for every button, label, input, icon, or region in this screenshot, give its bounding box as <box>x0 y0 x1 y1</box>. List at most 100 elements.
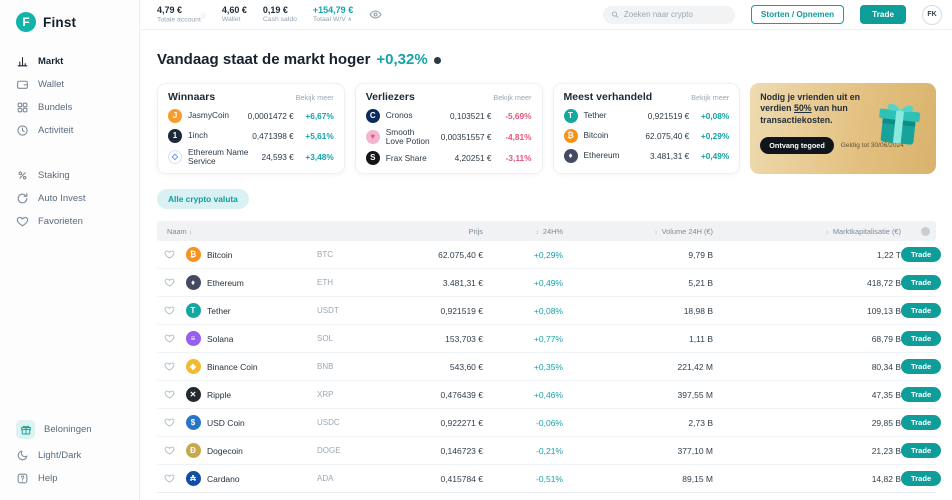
favorite-heart-icon[interactable] <box>157 473 181 484</box>
row-trade-button[interactable]: Trade <box>901 471 942 487</box>
coin-name: Cronos <box>385 110 413 121</box>
receive-credit-button[interactable]: Ontvang tegoed <box>760 137 834 155</box>
coin-name: Ethereum Name Service <box>188 147 249 166</box>
search-input[interactable] <box>623 10 727 19</box>
sidebar: F Finst Markt Wallet Bundels Activiteit Stak… <box>0 0 140 500</box>
finst-logo[interactable]: F Finst <box>0 0 139 42</box>
market-change-info-icon[interactable] <box>433 57 441 64</box>
brand-name: Finst <box>43 14 77 30</box>
coin-name: Ethereum <box>207 277 244 288</box>
sidebar-item-auto-invest[interactable]: Auto Invest <box>0 187 139 210</box>
eye-icon[interactable] <box>369 8 382 21</box>
column-header-volume[interactable]: ↕ Volume 24H (€) <box>654 226 713 236</box>
panel-coin-row[interactable]: S Frax Share 4,20251 € -3,11% <box>365 150 532 165</box>
trade-cell: Trade <box>901 471 945 487</box>
panel-coin-row[interactable]: ♦ Ethereum 3.481,31 € +0,49% <box>563 148 730 163</box>
column-header-24h[interactable]: ↕ 24H% <box>535 226 563 236</box>
row-trade-button[interactable]: Trade <box>901 247 942 263</box>
favorite-heart-icon[interactable] <box>157 389 181 400</box>
coin-price: 0,0001472 € <box>247 110 294 121</box>
coin-market-cap: 29,85 B <box>871 417 901 428</box>
trade-button[interactable]: Trade <box>860 5 906 24</box>
coin-market-cap: 14,82 B <box>871 473 901 484</box>
table-row-solana[interactable]: ≡ Solana SOL 153,703 € +0,77% 1,11 B 68,79 B Tr… <box>157 325 942 354</box>
coin-change-24h: -0,21% <box>536 445 563 456</box>
column-header-marktkapitalisatie[interactable]: ↕ Marktkapitalisatie (€) <box>825 226 902 236</box>
coin-change: +3,48% <box>305 151 334 162</box>
table-row-tether[interactable]: T Tether USDT 0,921519 € +0,08% 18,98 B 109,13… <box>157 297 942 326</box>
row-trade-button[interactable]: Trade <box>901 387 942 403</box>
panel-see-more-link[interactable]: Bekijk meer <box>295 93 334 102</box>
panel-see-more-link[interactable]: Bekijk meer <box>691 93 730 102</box>
coin-price: 3.481,31 € <box>650 150 690 161</box>
coin-name: Ethereum <box>583 150 620 161</box>
finst-logo-icon: F <box>16 12 36 32</box>
coin-ticker: ADA <box>317 474 334 484</box>
sidebar-item-activiteit[interactable]: Activiteit <box>0 119 139 142</box>
table-row-ripple[interactable]: ✕ Ripple XRP 0,476439 € +0,46% 397,55 M 47,35 … <box>157 381 942 410</box>
sidebar-item-staking[interactable]: Staking <box>0 164 139 187</box>
panel-coin-row[interactable]: J JasmyCoin 0,0001472 € +6,67% <box>168 108 334 123</box>
sidebar-item-favorieten[interactable]: Favorieten <box>0 210 139 233</box>
ethereum-coin-icon: ♦ <box>185 275 201 291</box>
row-trade-button[interactable]: Trade <box>901 359 942 375</box>
favorite-heart-icon[interactable] <box>157 277 181 288</box>
avatar[interactable]: FK <box>922 4 942 25</box>
sidebar-item-light-dark[interactable]: Light/Dark <box>0 444 139 467</box>
coin-icon-cell: $ <box>181 415 205 431</box>
table-row-ethereum[interactable]: ♦ Ethereum ETH 3.481,31 € +0,49% 5,21 B 418,72… <box>157 269 942 298</box>
table-row-usd-coin[interactable]: $ USD Coin USDC 0,922271 € -0,06% 2,73 B 29,85… <box>157 409 942 438</box>
table-row-dogecoin[interactable]: Ð Dogecoin DOGE 0,146723 € -0,21% 377,10 M 21,… <box>157 437 942 466</box>
row-trade-button[interactable]: Trade <box>901 331 942 347</box>
sidebar-item-bundels[interactable]: Bundels <box>0 96 139 119</box>
sort-icon: ↕ <box>188 228 193 236</box>
info-icon[interactable]: ⓘ <box>200 14 206 21</box>
table-settings-icon[interactable] <box>921 226 930 236</box>
row-trade-button[interactable]: Trade <box>901 275 942 291</box>
panel-coin-row[interactable]: C Cronos 0,103521 € -5,69% <box>365 108 532 123</box>
panel-coin-row[interactable]: ₿ Bitcoin 62.075,40 € +0,29% <box>563 128 729 143</box>
stat-totaal-wv[interactable]: +154,79 € Totaal W/V ∧ <box>313 5 353 23</box>
filter-chip-all-crypto[interactable]: Alle crypto valuta <box>157 189 249 210</box>
column-header-naam[interactable]: Naam ↕ <box>167 226 193 236</box>
favorite-heart-icon[interactable] <box>157 417 181 428</box>
favorite-heart-icon[interactable] <box>157 361 181 372</box>
coin-change-24h: -0,06% <box>536 417 563 428</box>
panel-coin-row[interactable]: 1 1inch 0,471398 € +5,61% <box>168 128 334 143</box>
coin-price: 3.481,31 € <box>442 277 483 288</box>
coin-change: +0,49% <box>700 150 730 161</box>
table-row-cardano[interactable]: ₳ Cardano ADA 0,415784 € -0,51% 89,15 M 14,82 … <box>157 465 942 494</box>
search-box[interactable] <box>602 5 735 24</box>
favorite-heart-icon[interactable] <box>157 305 181 316</box>
table-row-binance-coin[interactable]: ◆ Binance Coin BNB 543,60 € +0,35% 221,42 M 80… <box>157 353 942 382</box>
favorite-heart-icon[interactable] <box>157 333 181 344</box>
row-trade-button[interactable]: Trade <box>901 303 942 319</box>
sidebar-item-wallet[interactable]: Wallet <box>0 73 139 96</box>
panel-coin-row[interactable]: ♥ Smooth Love Potion 0,00351557 € -4,81% <box>365 128 532 145</box>
panel-coin-row[interactable]: ◇ Ethereum Name Service 24,593 € +3,48% <box>168 148 334 165</box>
favorite-heart-icon[interactable] <box>157 445 181 456</box>
stat-value: 4,79 € <box>157 4 183 15</box>
panel-see-more-link[interactable]: Bekijk meer <box>493 93 532 102</box>
column-header-prijs[interactable]: Prijs <box>468 226 483 236</box>
deposit-withdraw-button[interactable]: Storten / Opnemen <box>750 5 845 24</box>
trade-cell: Trade <box>901 415 945 431</box>
coin-price: 4,20251 € <box>454 152 492 163</box>
promo-text-after: van hun transactiekosten. <box>760 103 848 125</box>
percent-icon <box>16 169 29 182</box>
stat-wallet: 4,60 € Wallet <box>222 5 247 23</box>
promo-text-before: Nodig je vrienden uit en verdien <box>760 92 860 114</box>
row-trade-button[interactable]: Trade <box>901 415 942 431</box>
coin-ticker: BNB <box>317 362 334 372</box>
panel-coin-row[interactable]: T Tether 0,921519 € +0,08% <box>563 108 729 123</box>
coin-ticker: BTC <box>317 250 333 260</box>
row-trade-button[interactable]: Trade <box>901 443 942 459</box>
favorite-heart-icon[interactable] <box>157 249 181 260</box>
sidebar-item-label: Activiteit <box>38 125 74 136</box>
sidebar-item-markt[interactable]: Markt <box>0 50 139 73</box>
sidebar-item-label: Bundels <box>38 102 73 113</box>
table-row-bitcoin[interactable]: ₿ Bitcoin BTC 62.075,40 € +0,29% 9,79 B 1,22 T… <box>157 241 942 270</box>
coin-change-24h: +0,46% <box>533 389 563 400</box>
sidebar-item-help[interactable]: Help <box>0 467 139 490</box>
sidebar-item-beloningen[interactable]: Beloningen <box>0 415 139 444</box>
